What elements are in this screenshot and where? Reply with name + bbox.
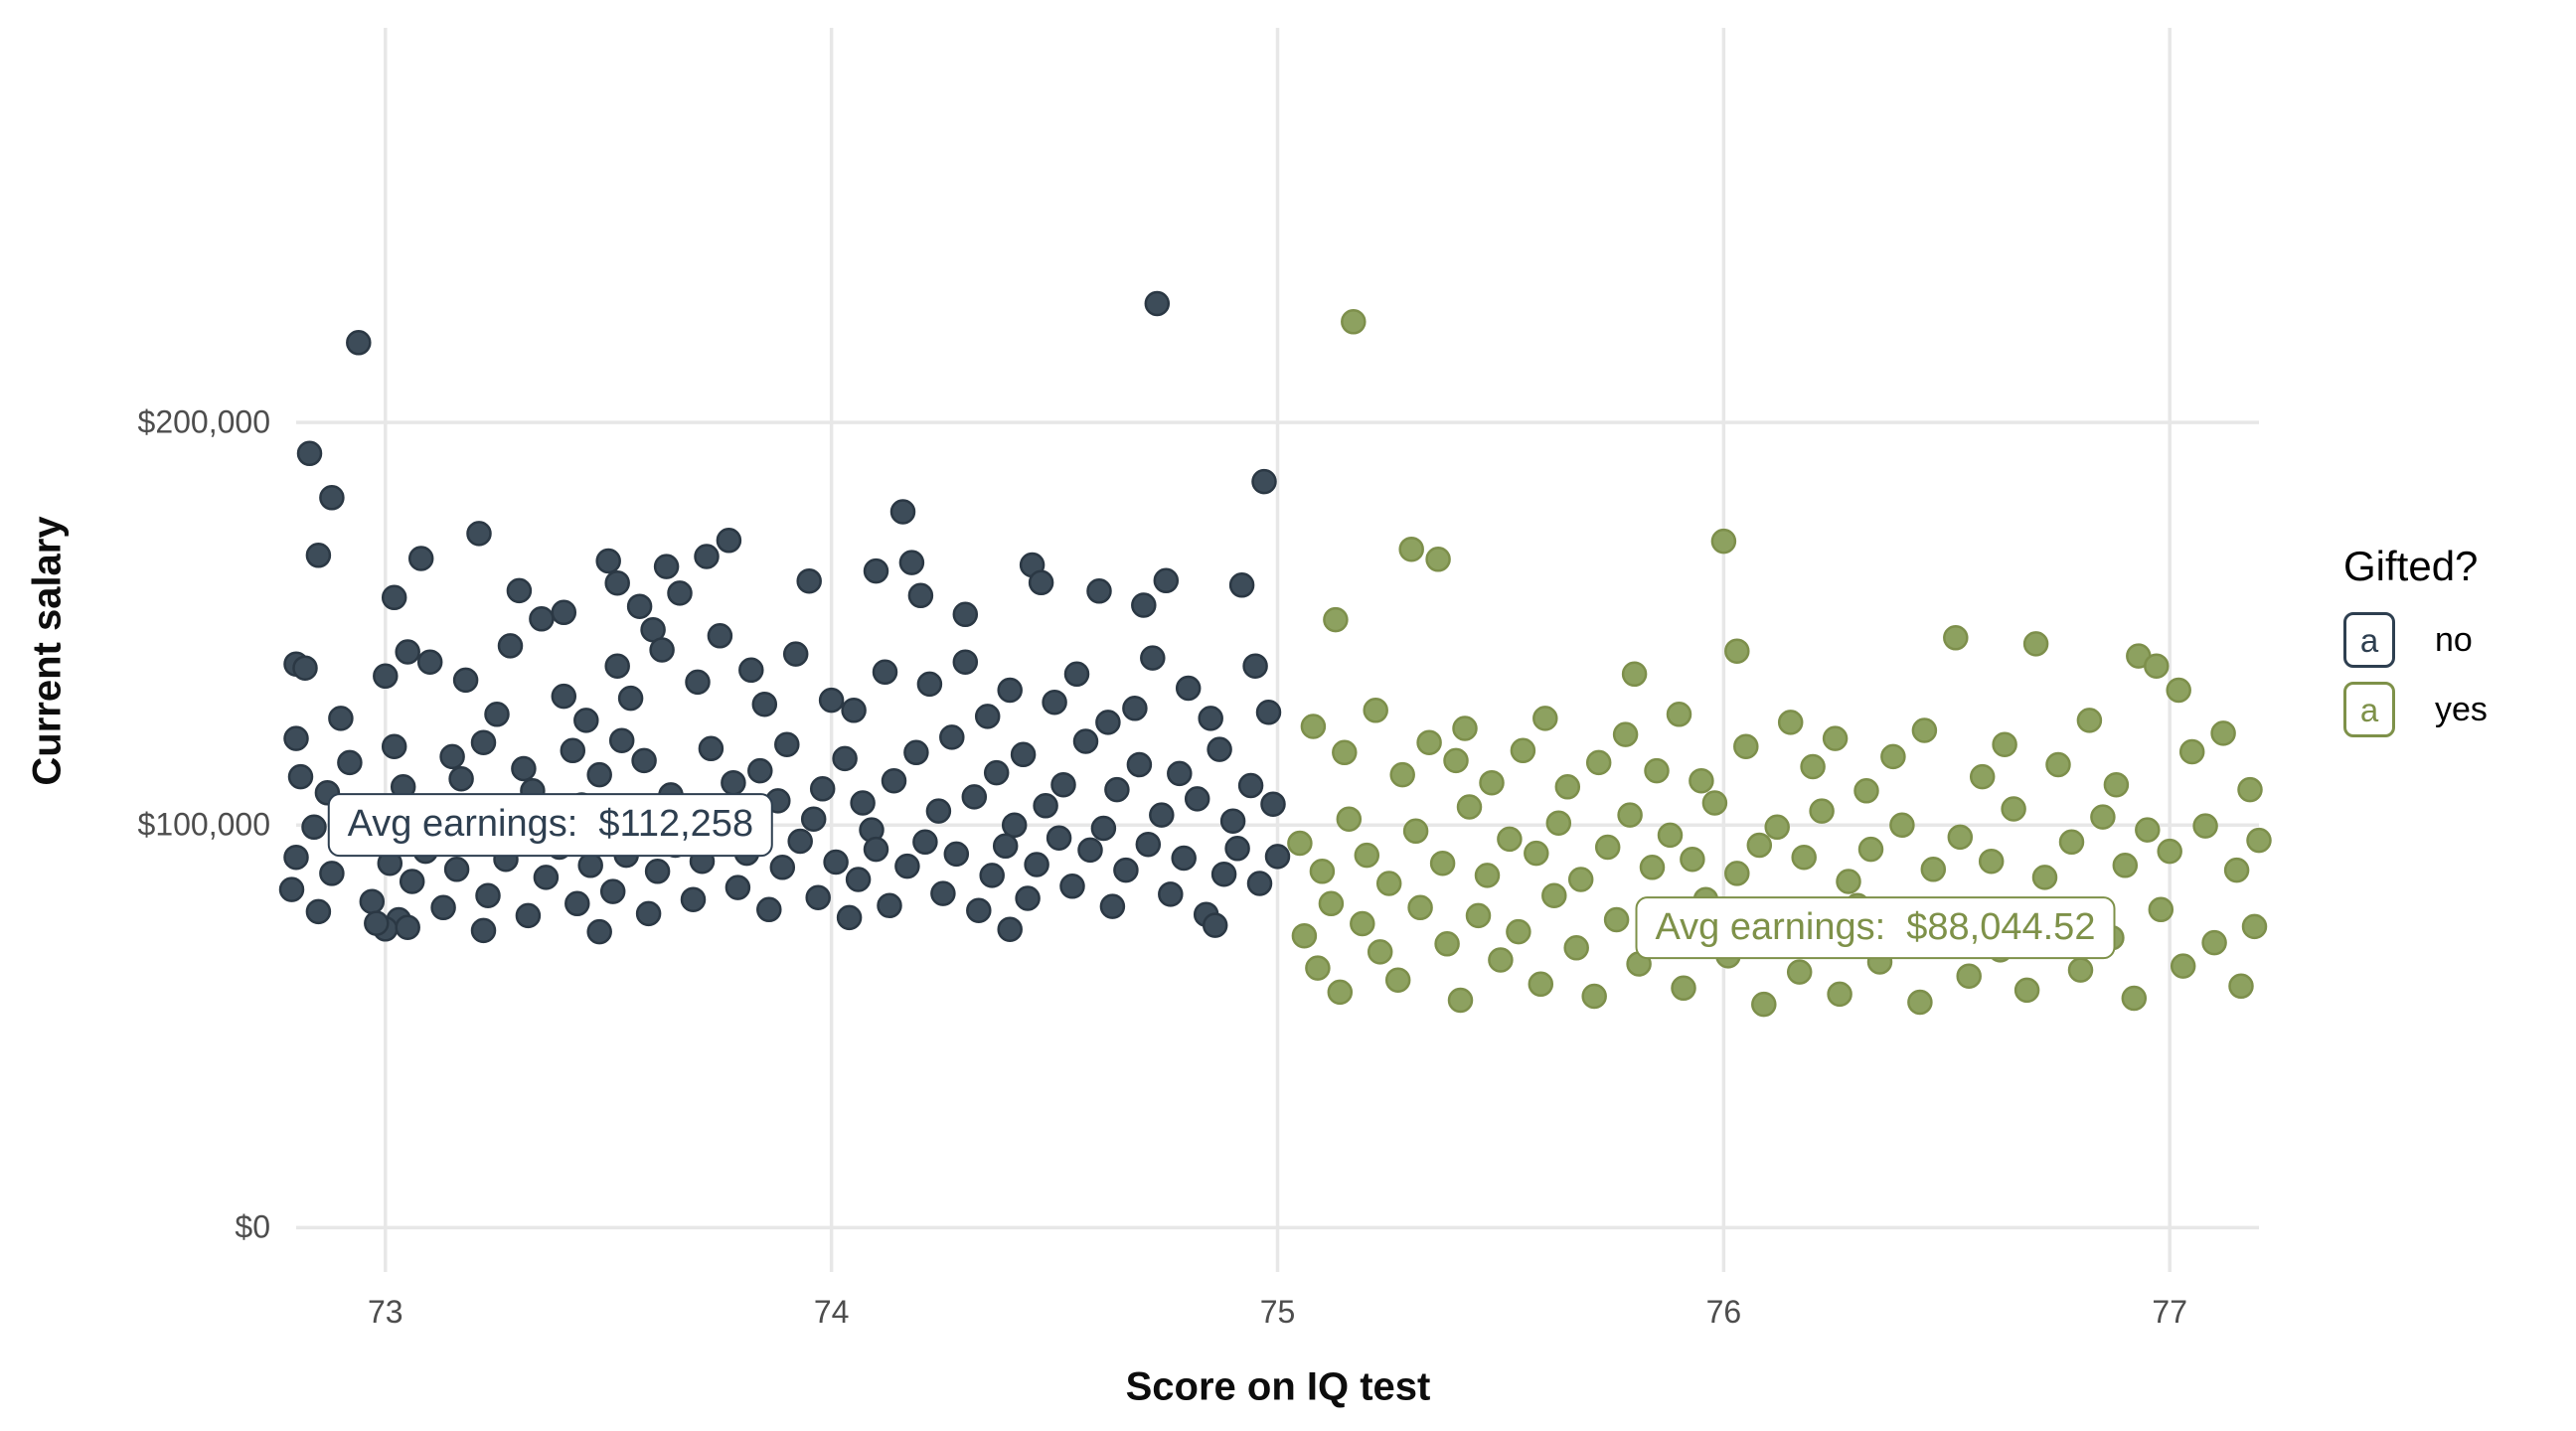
legend-title: Gifted? [2343, 543, 2479, 589]
x-axis-title: Score on IQ test [1125, 1364, 1431, 1409]
x-tick-label: 74 [813, 1294, 850, 1330]
y-axis-title: Current salary [25, 516, 70, 786]
legend: Gifted? a no a yes [2343, 543, 2488, 751]
legend-item-yes: a yes [2343, 682, 2488, 737]
legend-label-yes: yes [2435, 690, 2488, 728]
x-tick-label: 75 [1259, 1294, 1296, 1330]
avg-earnings-label-yes: Avg earnings: $88,044.52 [1635, 895, 2116, 960]
legend-label-no: no [2435, 620, 2473, 659]
x-tick-label: 76 [1705, 1294, 1742, 1330]
x-tick-label: 77 [2152, 1294, 2188, 1330]
x-tick-label: 73 [367, 1294, 403, 1330]
legend-key-yes: a [2343, 682, 2395, 737]
y-tick-label: $100,000 [137, 806, 270, 843]
avg-earnings-label-no: Avg earnings: $112,258 [327, 793, 774, 858]
y-tick-label: $0 [235, 1208, 270, 1245]
y-tick-label: $200,000 [137, 403, 270, 440]
legend-item-no: a no [2343, 612, 2488, 668]
legend-key-no: a [2343, 612, 2395, 668]
